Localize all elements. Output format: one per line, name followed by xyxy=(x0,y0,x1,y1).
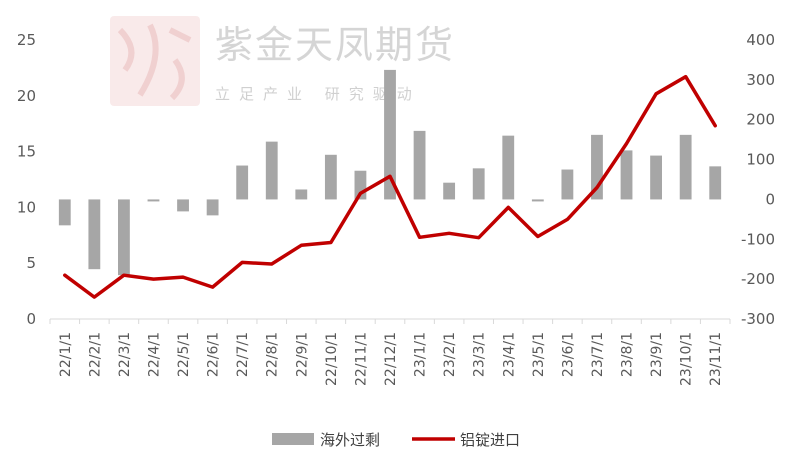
bar-海外过剩 xyxy=(295,189,308,200)
x-axis-tick-label: 22/5/1 xyxy=(176,332,192,377)
watermark-brand: 紫金天凤期货 xyxy=(215,23,455,67)
watermark-slogan: 立足产业 研究驱动 xyxy=(215,85,421,103)
x-axis-tick-label: 22/2/1 xyxy=(87,332,103,377)
legend-label-line: 铝锭进口 xyxy=(460,431,520,449)
left-axis-tick-label: 25 xyxy=(17,31,36,49)
watermark: 紫金天凤期货 立足产业 研究驱动 xyxy=(110,16,455,106)
x-axis-tick-label: 22/1/1 xyxy=(58,332,74,377)
x-axis-tick-label: 23/7/1 xyxy=(590,332,606,377)
line-series xyxy=(63,74,717,299)
bar-海外过剩 xyxy=(384,69,396,200)
x-axis-tick-label: 22/7/1 xyxy=(235,332,251,377)
left-axis-tick-label: 0 xyxy=(26,310,36,328)
bar-海外过剩 xyxy=(650,155,662,200)
bar-series xyxy=(58,69,722,276)
bar-海外过剩 xyxy=(206,199,219,216)
bar-海外过剩 xyxy=(620,150,633,200)
bar-海外过剩 xyxy=(472,168,485,200)
right-axis-tick-label: 300 xyxy=(746,71,775,89)
left-axis-tick-label: 20 xyxy=(17,87,36,105)
bar-海外过剩 xyxy=(679,134,692,200)
bar-海外过剩 xyxy=(531,199,544,202)
bar-海外过剩 xyxy=(591,134,603,200)
bar-海外过剩 xyxy=(118,199,130,276)
legend-swatch-bar xyxy=(272,433,314,445)
bar-海外过剩 xyxy=(265,141,278,200)
x-axis-tick-label: 23/11/1 xyxy=(708,332,724,386)
bar-海外过剩 xyxy=(502,135,515,200)
x-axis-tick-label: 22/3/1 xyxy=(117,332,133,377)
x-axis-tick-label: 23/5/1 xyxy=(531,332,547,377)
left-axis-tick-label: 5 xyxy=(26,254,36,272)
x-axis-tick-label: 22/9/1 xyxy=(294,332,310,377)
bar-海外过剩 xyxy=(236,165,249,200)
x-axis-ticks: 22/1/1 22/2/1 22/3/1 22/4/1 22/5/1 22/6/1 22/7… xyxy=(58,332,724,386)
x-axis-tick-label: 23/4/1 xyxy=(501,332,517,377)
bar-海外过剩 xyxy=(88,199,101,270)
x-axis-tick-label: 23/9/1 xyxy=(649,332,665,377)
right-axis-tick-label: -300 xyxy=(741,310,775,328)
bar-海外过剩 xyxy=(413,130,426,200)
right-axis-tick-label: 400 xyxy=(746,31,775,49)
bar-海外过剩 xyxy=(177,199,189,212)
left-axis-tick-label: 15 xyxy=(17,143,36,161)
x-axis-tick-label: 23/1/1 xyxy=(413,332,429,377)
x-axis-tick-label: 22/6/1 xyxy=(206,332,222,377)
x-axis-tick-label: 22/10/1 xyxy=(324,332,340,386)
right-axis-tick-label: 200 xyxy=(746,111,775,129)
bar-海外过剩 xyxy=(324,154,337,200)
bar-海外过剩 xyxy=(443,182,456,200)
x-axis-tick-label: 23/3/1 xyxy=(472,332,488,377)
x-axis-tick-label: 22/8/1 xyxy=(265,332,281,377)
bar-海外过剩 xyxy=(147,199,160,202)
right-axis-tick-label: 100 xyxy=(746,151,775,169)
bar-海外过剩 xyxy=(58,199,71,226)
left-axis-tick-label: 10 xyxy=(17,198,36,216)
bar-海外过剩 xyxy=(354,170,367,200)
line-铝锭进口 xyxy=(63,74,717,299)
axes: 0 5 10 15 20 25 -300 -200 -100 0 100 200 300 400 xyxy=(17,31,775,328)
x-axis-tick-label: 23/6/1 xyxy=(560,332,576,377)
legend: 海外过剩 铝锭进口 xyxy=(272,431,520,449)
right-axis-tick-label: 0 xyxy=(765,190,775,208)
x-axis-tick-label: 22/4/1 xyxy=(146,332,162,377)
legend-label-bar: 海外过剩 xyxy=(320,431,380,449)
x-axis-tick-label: 22/11/1 xyxy=(353,332,369,386)
bar-海外过剩 xyxy=(561,169,574,200)
bar-海外过剩 xyxy=(709,166,722,200)
x-axis-tick-label: 23/10/1 xyxy=(679,332,695,386)
right-axis-tick-label: -200 xyxy=(741,270,775,288)
watermark-seal-glyphs xyxy=(117,23,192,101)
x-axis-tick-label: 23/8/1 xyxy=(620,332,636,377)
x-axis-tick-label: 22/12/1 xyxy=(383,332,399,386)
x-axis-tick-label: 23/2/1 xyxy=(442,332,458,377)
right-axis-tick-label: -100 xyxy=(741,230,775,248)
